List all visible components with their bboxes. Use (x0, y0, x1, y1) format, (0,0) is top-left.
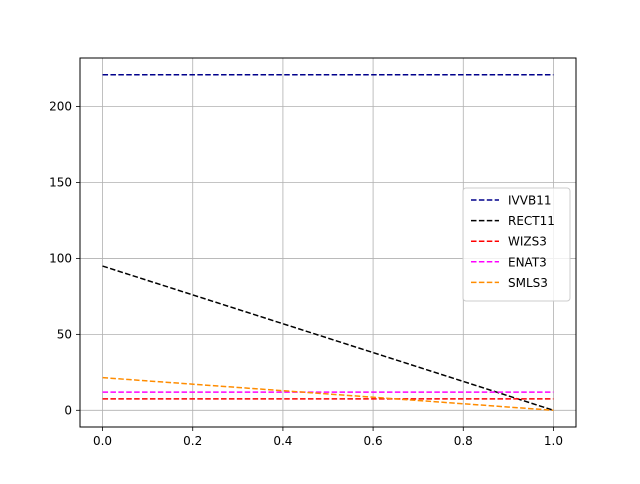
x-tick-label: 1.0 (544, 434, 563, 448)
y-tick-label: 150 (49, 176, 72, 190)
legend-label-wizs3: WIZS3 (508, 235, 547, 249)
legend-box (462, 187, 571, 302)
y-tick-label: 0 (64, 403, 72, 417)
x-tick-label: 0.8 (454, 434, 473, 448)
y-tick-label: 50 (57, 327, 72, 341)
legend: IVVB11 RECT11 WIZS3 ENAT3 SMLS3 (462, 187, 571, 302)
x-axis-ticks: 0.0 0.2 0.4 0.6 0.8 1.0 (93, 427, 563, 448)
axes-frame (79, 57, 577, 428)
y-tick-label: 100 (49, 251, 72, 265)
legend-label-smls3: SMLS3 (508, 276, 548, 290)
legend-label-ivvb11: IVVB11 (508, 194, 551, 208)
y-axis-ticks: 0 50 100 150 200 (49, 100, 80, 417)
x-tick-label: 0.4 (273, 434, 292, 448)
grid-lines (80, 58, 576, 427)
legend-label-enat3: ENAT3 (508, 255, 547, 269)
series-lines (102, 73, 554, 412)
x-tick-label: 0.6 (364, 434, 383, 448)
x-tick-label: 0.2 (183, 434, 202, 448)
x-tick-label: 0.0 (93, 434, 112, 448)
legend-label-rect11: RECT11 (508, 214, 555, 228)
series-line-smls3 (102, 376, 554, 412)
y-tick-label: 200 (49, 100, 72, 114)
